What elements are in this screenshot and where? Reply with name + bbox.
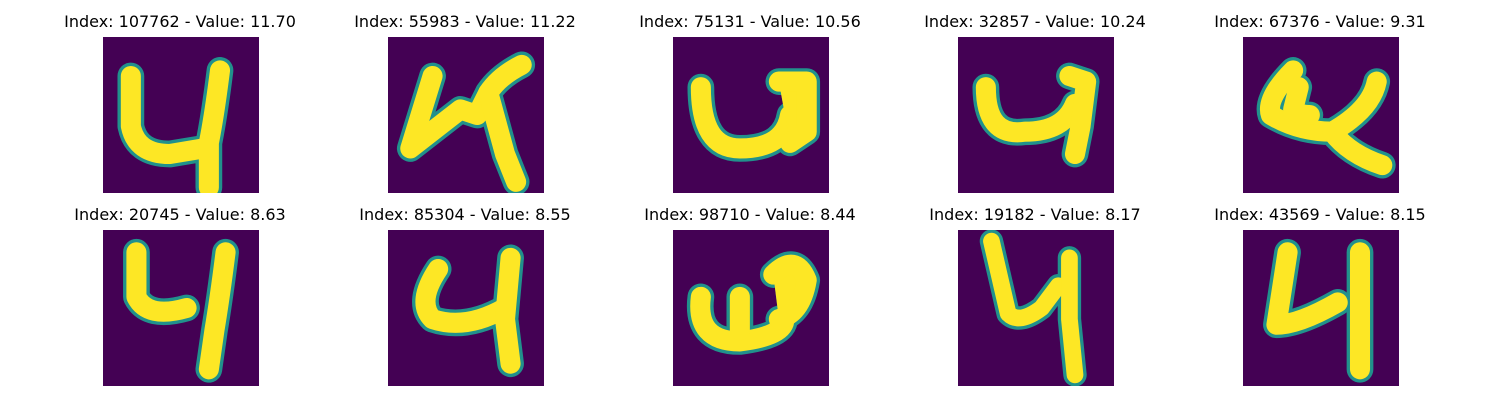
panel-title: Index: 67376 - Value: 9.31 [1214,12,1426,31]
digit-image [673,37,829,193]
panel-title: Index: 20745 - Value: 8.63 [74,205,286,224]
digit-image [388,37,544,193]
panel-2: Index: 55983 - Value: 11.22 [330,12,600,193]
panel-title: Index: 85304 - Value: 8.55 [359,205,571,224]
digit-image [388,230,544,386]
digit-four-image [103,230,259,386]
panel-title: Index: 32857 - Value: 10.24 [924,12,1146,31]
digit-four-image [958,230,1114,386]
digit-four-image [388,230,544,386]
digit-four-image [388,37,544,193]
panel-10: Index: 43569 - Value: 8.15 [1185,205,1455,386]
panel-title: Index: 98710 - Value: 8.44 [644,205,856,224]
panel-6: Index: 20745 - Value: 8.63 [45,205,315,386]
digit-image [1243,230,1399,386]
panel-1: Index: 107762 - Value: 11.70 [45,12,315,193]
digit-four-image [1243,37,1399,193]
digit-four-image [103,37,259,193]
digit-image [1243,37,1399,193]
digit-image [103,37,259,193]
digit-four-image [958,37,1114,193]
panel-title: Index: 75131 - Value: 10.56 [639,12,861,31]
panel-7: Index: 85304 - Value: 8.55 [330,205,600,386]
panel-8: Index: 98710 - Value: 8.44 [615,205,885,386]
panel-title: Index: 55983 - Value: 11.22 [354,12,576,31]
panel-4: Index: 32857 - Value: 10.24 [900,12,1170,193]
panel-title: Index: 19182 - Value: 8.17 [929,205,1141,224]
digit-four-image [673,37,829,193]
digit-four-image [1243,230,1399,386]
digit-image [673,230,829,386]
digit-image [958,230,1114,386]
digit-image [958,37,1114,193]
panel-5: Index: 67376 - Value: 9.31 [1185,12,1455,193]
digit-image [103,230,259,386]
panel-3: Index: 75131 - Value: 10.56 [615,12,885,193]
digit-four-image [673,230,829,386]
panel-title: Index: 43569 - Value: 8.15 [1214,205,1426,224]
panel-title: Index: 107762 - Value: 11.70 [64,12,296,31]
panel-9: Index: 19182 - Value: 8.17 [900,205,1170,386]
